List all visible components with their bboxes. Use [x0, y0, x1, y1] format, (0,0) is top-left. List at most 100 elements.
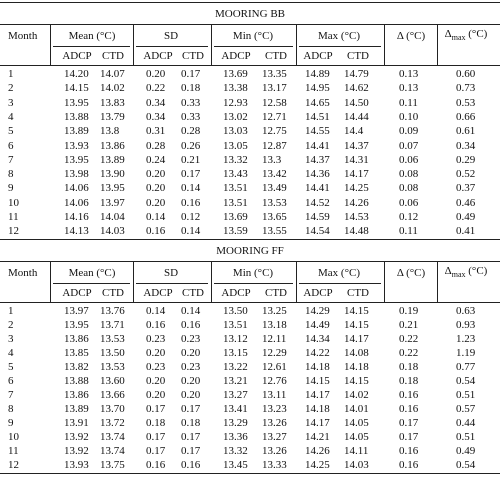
value-cell: 14.50: [344, 96, 369, 109]
value-cell: 0.20: [146, 196, 166, 209]
value-cell: 13.86: [100, 139, 125, 152]
group-rule: [53, 46, 130, 47]
month-cell: 3: [8, 333, 14, 345]
value-cell: 0.13: [399, 82, 419, 95]
value-cell: 0.14: [146, 305, 166, 317]
value-cell: 13.53: [100, 333, 125, 345]
value-cell: 0.16: [181, 319, 201, 331]
value-cell: 13.11: [262, 389, 287, 401]
value-cell: 13.36: [223, 431, 248, 443]
value-cell: 13.91: [64, 417, 89, 429]
month-cell: 4: [8, 110, 14, 123]
value-cell: 14.4: [344, 125, 364, 138]
value-cell: 13.74: [100, 445, 125, 457]
value-cell: 0.51: [456, 389, 476, 401]
column-header: Min (°C): [232, 267, 274, 279]
value-cell: 14.16: [64, 211, 89, 223]
value-cell: 13.45: [223, 459, 248, 471]
value-cell: 0.20: [146, 68, 166, 80]
value-cell: 14.11: [344, 445, 369, 457]
value-cell: 1.23: [456, 333, 476, 345]
sub-header: ADCP: [62, 50, 92, 62]
value-cell: 0.21: [181, 153, 201, 166]
column-divider: [50, 262, 51, 302]
value-cell: 0.18: [181, 82, 201, 95]
column-header: Month: [8, 267, 38, 279]
value-cell: 0.61: [456, 125, 476, 138]
value-cell: 13.86: [64, 389, 89, 401]
value-cell: 13.85: [64, 347, 89, 359]
value-cell: 13.83: [100, 96, 125, 109]
header-symbol: Δ: [444, 264, 452, 277]
value-cell: 13.69: [223, 211, 248, 223]
value-cell: 14.41: [305, 182, 330, 195]
value-cell: 12.75: [262, 125, 287, 138]
value-cell: 13.86: [64, 333, 89, 345]
rule: [0, 239, 500, 240]
value-cell: 14.06: [64, 196, 89, 209]
value-cell: 13.32: [223, 153, 248, 166]
value-cell: 13.25: [262, 305, 287, 317]
value-cell: 0.17: [181, 431, 201, 443]
value-cell: 0.24: [146, 153, 166, 166]
value-cell: 0.16: [399, 445, 419, 457]
month-cell: 9: [8, 417, 14, 429]
column-header: Δmax (°C): [445, 265, 488, 281]
value-cell: 0.54: [456, 459, 476, 471]
value-cell: 13.26: [262, 417, 287, 429]
value-cell: 13.79: [100, 110, 125, 123]
value-cell: 13.17: [262, 82, 287, 95]
month-cell: 10: [8, 196, 19, 209]
value-cell: 0.53: [456, 96, 476, 109]
header-subscript: max: [451, 33, 466, 43]
value-cell: 14.37: [344, 139, 369, 152]
value-cell: 13.76: [100, 305, 125, 317]
value-cell: 0.18: [399, 375, 419, 387]
value-cell: 13.89: [100, 153, 125, 166]
value-cell: 0.73: [456, 82, 476, 95]
value-cell: 14.15: [305, 375, 330, 387]
value-cell: 0.13: [399, 68, 419, 80]
value-cell: 14.55: [305, 125, 330, 138]
value-cell: 0.18: [181, 417, 201, 429]
column-header: SD: [163, 30, 179, 42]
value-cell: 13.92: [64, 445, 89, 457]
value-cell: 14.02: [100, 82, 125, 95]
value-cell: 0.20: [146, 375, 166, 387]
value-cell: 0.07: [399, 139, 419, 152]
value-cell: 13.95: [64, 319, 89, 331]
column-divider: [133, 262, 134, 302]
month-cell: 1: [8, 305, 14, 317]
value-cell: 0.19: [399, 305, 419, 317]
value-cell: 14.41: [305, 139, 330, 152]
value-cell: 14.04: [100, 211, 125, 223]
column-header: Δ (°C): [396, 30, 426, 42]
rule: [0, 24, 500, 25]
value-cell: 13.22: [223, 361, 248, 373]
value-cell: 0.09: [399, 125, 419, 138]
value-cell: 13.70: [100, 403, 125, 415]
value-cell: 14.48: [344, 225, 369, 238]
value-cell: 0.49: [456, 211, 476, 223]
column-header: Max (°C): [318, 30, 360, 42]
sub-header: CTD: [102, 50, 124, 62]
value-cell: 0.17: [399, 431, 419, 443]
header-unit: (°C): [468, 27, 488, 40]
column-divider: [133, 25, 134, 65]
value-cell: 0.17: [181, 403, 201, 415]
value-cell: 14.01: [344, 403, 369, 415]
sub-header: CTD: [347, 50, 369, 62]
value-cell: 14.05: [344, 417, 369, 429]
value-cell: 14.18: [305, 361, 330, 373]
value-cell: 0.11: [399, 96, 418, 109]
value-cell: 14.95: [305, 82, 330, 95]
value-cell: 0.23: [181, 333, 201, 345]
value-cell: 13.65: [262, 211, 287, 223]
value-cell: 0.17: [399, 417, 419, 429]
value-cell: 13.53: [262, 196, 287, 209]
value-cell: 0.14: [146, 211, 166, 223]
value-cell: 14.79: [344, 68, 369, 80]
value-cell: 0.20: [146, 168, 166, 181]
group-rule: [136, 283, 208, 284]
